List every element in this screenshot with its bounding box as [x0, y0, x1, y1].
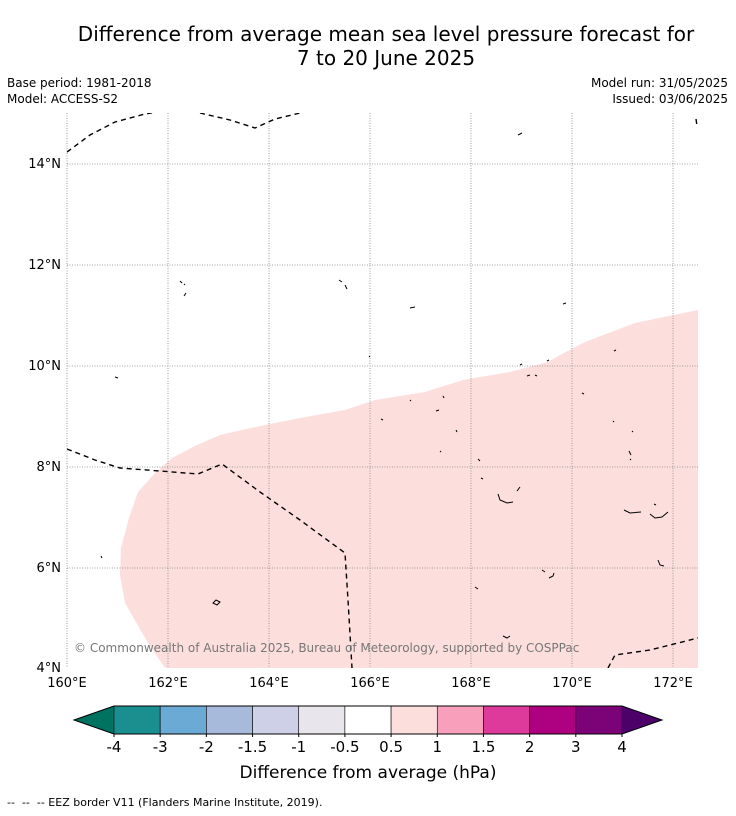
colorbar: -4 -3 -2 -1.5 -1 -0.5 0.5 1 1.5 2 3 4 Difference fr… [72, 705, 664, 783]
colorbar-tick-label: -1 [291, 738, 306, 756]
colorbar-cell [483, 705, 530, 735]
copyright-text: © Commonwealth of Australia 2025, Bureau… [74, 641, 579, 655]
colorbar-tick-label: 1 [432, 738, 442, 756]
base-period: Base period: 1981-2018 [7, 76, 152, 90]
lon-label: 168°E [451, 676, 491, 691]
lat-label: 14°N [28, 157, 61, 172]
colorbar-cell [298, 705, 346, 735]
lat-label: 8°N [37, 460, 62, 475]
lon-label: 172°E [653, 676, 693, 691]
lon-label: 164°E [249, 676, 289, 691]
colorbar-tick-label: 3 [571, 738, 581, 756]
issued-date: Issued: 03/06/2025 [612, 92, 728, 106]
chart-title: Difference from average mean sea level p… [0, 22, 736, 70]
model-name: Model: ACCESS-S2 [7, 92, 119, 106]
colorbar-cell [390, 705, 438, 735]
colorbar-tick-label: -1.5 [238, 738, 267, 756]
eez-borders [67, 113, 698, 668]
colorbar-cell [575, 705, 623, 735]
longitude-labels: 160°E 162°E 164°E 166°E 168°E 170°E 172°… [47, 676, 693, 691]
colorbar-cell [436, 705, 484, 735]
lon-label: 166°E [350, 676, 390, 691]
islands [100, 132, 669, 639]
lat-label: 10°N [28, 359, 61, 374]
colorbar-over-arrow [622, 706, 662, 734]
colorbar-label: Difference from average (hPa) [240, 763, 497, 783]
map-gridlines [66, 113, 698, 668]
colorbar-cell [252, 705, 300, 735]
colorbar-tick-label: 1.5 [472, 738, 496, 756]
colorbar-tick-label: 2 [525, 738, 535, 756]
lon-label: 162°E [148, 676, 188, 691]
title-line-2: 7 to 20 June 2025 [296, 46, 476, 70]
lat-label: 12°N [28, 258, 61, 273]
colorbar-tick-label: -2 [199, 738, 214, 756]
colorbar-cell [113, 705, 161, 735]
lat-label: 6°N [37, 561, 62, 576]
colorbar-under-arrow [74, 706, 114, 734]
colorbar-cell [529, 705, 577, 735]
footer-note: -- -- -- EEZ border V11 (Flanders Marine… [7, 796, 323, 809]
meta-left: Base period: 1981-2018 Model: ACCESS-S2 [7, 75, 152, 107]
latitude-labels: 14°N 12°N 10°N 8°N 6°N 4°N [28, 157, 61, 676]
lon-label: 160°E [47, 676, 87, 691]
colorbar-cell [344, 705, 392, 735]
colorbar-cell [159, 705, 207, 735]
lat-label: 4°N [37, 661, 62, 676]
model-run: Model run: 31/05/2025 [590, 76, 728, 90]
pressure-anomaly-area [120, 310, 698, 668]
colorbar-tick-label: 4 [617, 738, 627, 756]
colorbar-tick-label: -0.5 [330, 738, 359, 756]
colorbar-cell [206, 705, 253, 735]
meta-right: Model run: 31/05/2025 Issued: 03/06/2025 [591, 75, 728, 107]
colorbar-tick-label: -3 [153, 738, 168, 756]
colorbar-tick-label: -4 [107, 738, 122, 756]
lon-label: 170°E [552, 676, 592, 691]
colorbar-tick-label: 0.5 [379, 738, 403, 756]
title-line-1: Difference from average mean sea level p… [77, 22, 695, 46]
